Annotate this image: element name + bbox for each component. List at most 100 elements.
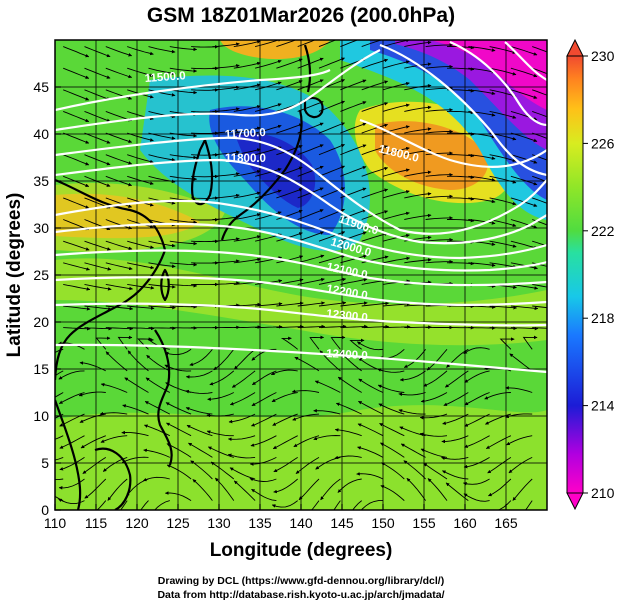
streamline [169, 262, 198, 267]
colorbar-bottom-arrow [566, 492, 584, 511]
streamline [334, 428, 362, 437]
streamline [489, 305, 517, 310]
streamline [127, 46, 154, 56]
streamline [446, 153, 475, 158]
streamline [468, 89, 496, 96]
streamline [318, 144, 345, 156]
streamline [254, 59, 282, 69]
streamline [318, 231, 346, 242]
streamline [169, 283, 198, 288]
colorbar-tick-label: 222 [591, 223, 615, 239]
streamline [100, 382, 128, 393]
streamline [276, 40, 303, 48]
contour-11600 [55, 49, 381, 132]
streamline [63, 262, 90, 271]
contour-12000 [55, 222, 547, 272]
streamline [273, 478, 298, 494]
streamline [404, 105, 432, 112]
streamline [447, 218, 475, 223]
streamline [403, 460, 426, 480]
streamline [249, 477, 277, 482]
streamline [233, 257, 261, 264]
streamline [255, 302, 283, 307]
streamline [352, 500, 362, 510]
streamline [148, 283, 176, 289]
streamline [185, 407, 213, 415]
contour-12400 [55, 343, 547, 374]
streamline [425, 194, 453, 199]
streamline [148, 262, 176, 269]
streamline [423, 370, 448, 387]
streamline [214, 477, 235, 501]
streamline [55, 495, 64, 502]
streamline [124, 377, 149, 393]
streamline [59, 457, 85, 471]
contour-11800 [55, 158, 547, 245]
streamline [84, 46, 111, 58]
streamline [447, 261, 475, 266]
streamline [468, 154, 496, 160]
streamline [55, 370, 64, 377]
streamline [297, 209, 324, 220]
streamline [276, 123, 303, 134]
streamline [233, 302, 262, 307]
streamline [297, 165, 324, 177]
streamline [84, 326, 112, 331]
streamline [148, 305, 176, 310]
streamline [487, 457, 512, 474]
map-plot: 11500.0 11700.0 11800.0 11800.0 11900.0 … [55, 40, 547, 510]
streamline [532, 89, 547, 96]
streamline [122, 404, 149, 415]
streamline [233, 169, 261, 177]
streamline [231, 370, 256, 388]
streamline [382, 60, 410, 69]
streamline [468, 219, 496, 225]
streamline [55, 348, 64, 354]
streamline [63, 197, 90, 209]
streamline [313, 435, 341, 441]
streamline [425, 172, 453, 177]
streamline [276, 255, 304, 264]
streamline [212, 281, 240, 285]
streamline [382, 81, 410, 91]
streamline [192, 479, 213, 501]
streamline [84, 67, 111, 79]
streamline [294, 356, 320, 372]
streamline [120, 500, 128, 510]
x-tick-label: 125 [166, 515, 190, 531]
y-tick-label: 25 [33, 267, 49, 283]
streamline [297, 324, 326, 329]
y-tick-label: 5 [41, 455, 49, 471]
streamline [398, 392, 426, 397]
streamline [380, 485, 405, 501]
streamline [361, 324, 390, 329]
streamline [121, 430, 149, 437]
contour-11800b [359, 118, 547, 168]
streamline [406, 477, 426, 501]
streamline [464, 413, 490, 427]
streamline [488, 478, 512, 497]
streamline [311, 500, 320, 510]
streamline [404, 40, 432, 48]
streamline [510, 89, 538, 99]
streamline [233, 61, 261, 69]
streamline [404, 213, 432, 220]
contour-11700 [55, 136, 547, 235]
streamline [506, 435, 533, 446]
streamline [340, 79, 367, 91]
credit-line-1: Drawing by DCL (https://www.gfd-dennou.o… [158, 575, 444, 587]
streamline [442, 470, 469, 480]
streamline [212, 150, 240, 156]
streamline [356, 341, 384, 351]
streamline [489, 110, 517, 119]
streamline [340, 324, 368, 329]
streamline [188, 442, 213, 458]
streamline [361, 40, 389, 48]
streamline [358, 500, 383, 510]
streamline [314, 380, 341, 393]
streamline [532, 283, 547, 288]
streamline [58, 498, 85, 505]
streamline [340, 254, 368, 264]
streamline [63, 240, 90, 251]
